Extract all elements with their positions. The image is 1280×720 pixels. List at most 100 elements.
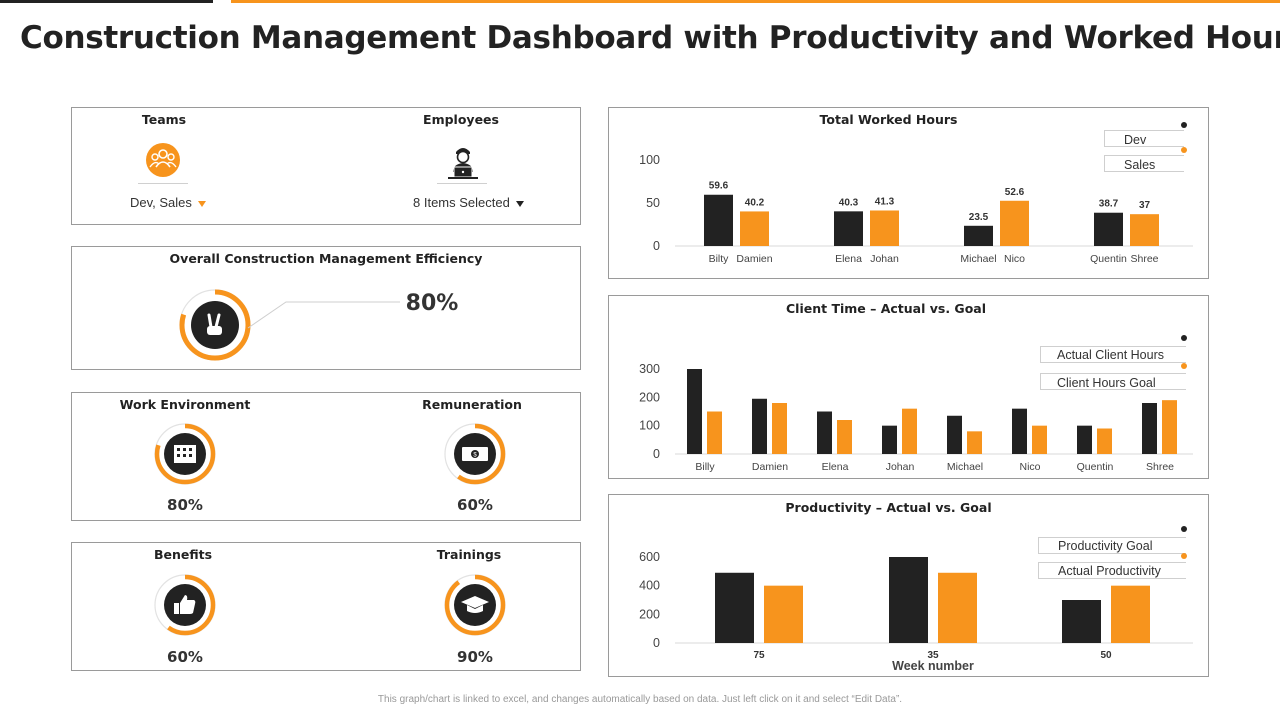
x-tick-label: 35 [927, 650, 939, 661]
victory-hand-icon [207, 313, 222, 335]
efficiency-gauge [179, 289, 251, 361]
productivity-legend-box-1 [1038, 537, 1186, 554]
client-time-legend-box-2 [1040, 373, 1186, 390]
worked-hours-legend-box-2 [1104, 155, 1184, 172]
bar [707, 411, 722, 454]
x-tick-label: Michael [947, 461, 983, 473]
bar [1062, 600, 1101, 643]
employee-laptop-icon [445, 142, 481, 180]
bar [715, 572, 754, 643]
efficiency-panel: Overall Construction Management Efficien… [71, 246, 581, 370]
legend-item-productivity-goal: Productivity Goal [1058, 539, 1153, 553]
legend-item-dev: Dev [1124, 133, 1147, 147]
x-tick-label: Quentin [1090, 253, 1127, 265]
chevron-down-icon [515, 200, 524, 207]
bar [967, 431, 982, 454]
bar [687, 369, 702, 454]
client-time-title: Client Time – Actual vs. Goal [786, 301, 986, 316]
legend-marker-client-hours-goal [1181, 363, 1187, 369]
bar [837, 420, 852, 454]
bar [834, 211, 863, 246]
work-environment-gauge [154, 423, 216, 485]
legend-marker-sales [1181, 147, 1187, 153]
productivity-chart: 600 400 200 0 75 35 50 Week number [639, 550, 1193, 673]
bar [947, 415, 962, 454]
employees-label: Employees [423, 112, 499, 127]
y-tick-label: 400 [639, 579, 660, 593]
building-icon [174, 445, 196, 463]
bar [1111, 585, 1150, 643]
y-tick-label: 0 [653, 239, 660, 253]
bar [889, 557, 928, 643]
x-tick-label: Bilty [709, 253, 730, 265]
footer-note: This graph/chart is linked to excel, and… [377, 694, 903, 705]
x-tick-label: Elena [822, 461, 849, 473]
x-tick-label: Shree [1130, 253, 1158, 265]
x-tick-label: Johan [870, 253, 899, 265]
x-tick-label: Nico [1019, 461, 1040, 473]
employees-underline [437, 183, 487, 184]
x-axis-title: Week number [892, 659, 974, 673]
legend-item-client-hours-goal: Client Hours Goal [1057, 376, 1156, 390]
productivity-panel: Productivity – Actual vs. Goal 600 400 200… [608, 494, 1209, 677]
data-label: 40.2 [745, 197, 765, 208]
x-tick-label: Billy [695, 461, 715, 473]
x-tick-label: Quentin [1077, 461, 1114, 473]
bar [882, 425, 897, 454]
y-tick-label: 100 [639, 153, 660, 167]
x-tick-label: Michael [960, 253, 996, 265]
x-tick-label: 50 [1100, 650, 1112, 661]
data-label: 38.7 [1099, 199, 1119, 210]
chevron-down-icon [197, 200, 206, 207]
y-tick-label: 0 [653, 636, 660, 650]
remuneration-gauge: $ [444, 423, 506, 485]
x-tick-label: Elena [835, 253, 862, 265]
bar [1142, 403, 1157, 454]
productivity-legend-box-2 [1038, 562, 1186, 579]
bar [1077, 425, 1092, 454]
data-label: 52.6 [1005, 187, 1025, 198]
work-environment-label: Work Environment [119, 397, 251, 412]
worked-hours-chart: 100 50 0 59.6 Bilty 40.2 Damien 40.3 Elena 41.3 Jo… [639, 153, 1193, 265]
data-label: 40.3 [839, 197, 859, 208]
bar [764, 585, 803, 643]
data-label: 41.3 [875, 196, 895, 207]
bar [772, 403, 787, 454]
worked-hours-panel: Total Worked Hours 100 50 0 59.6 Bilty 40.2 Da… [608, 107, 1209, 279]
client-time-panel: Client Time – Actual vs. Goal 300 200 100 0… [608, 295, 1209, 479]
y-tick-label: 50 [646, 196, 660, 210]
teams-select-value: Dev, Sales [130, 195, 192, 210]
top-accent-bar-orange [231, 0, 1280, 3]
svg-text:$: $ [473, 453, 477, 459]
employees-select[interactable]: 8 Items Selected [413, 195, 524, 210]
remuneration-label: Remuneration [422, 397, 522, 412]
bar [1032, 425, 1047, 454]
client-time-legend-box-1 [1040, 346, 1186, 363]
filters-panel: Teams Dev, Sales Employees 8 Items Selec… [71, 107, 581, 225]
benefits-value: 60% [167, 648, 203, 666]
x-tick-label: Nico [1004, 253, 1025, 265]
thumbs-up-icon [174, 595, 196, 614]
remuneration-value: 60% [457, 496, 493, 514]
bar [1012, 408, 1027, 454]
bar [740, 211, 769, 246]
legend-item-sales: Sales [1124, 158, 1156, 172]
legend-marker-dev [1181, 122, 1187, 128]
bar [752, 398, 767, 454]
client-time-chart: 300 200 100 0 Billy Damien Elena Johan Michael Ni… [639, 362, 1193, 473]
x-tick-label: Johan [886, 461, 915, 473]
worked-hours-title: Total Worked Hours [819, 112, 958, 127]
teams-underline [138, 183, 188, 184]
y-tick-label: 100 [639, 419, 660, 433]
x-tick-label: Shree [1146, 461, 1174, 473]
teams-select[interactable]: Dev, Sales [130, 195, 206, 210]
y-tick-label: 200 [639, 390, 660, 404]
y-tick-label: 0 [653, 447, 660, 461]
legend-item-actual-productivity: Actual Productivity [1058, 564, 1161, 578]
bar [938, 572, 977, 643]
x-tick-label: 75 [753, 650, 765, 661]
team-icon [145, 142, 181, 178]
bar [964, 225, 993, 246]
x-tick-label: Damien [752, 461, 788, 473]
efficiency-title: Overall Construction Management Efficien… [169, 251, 483, 266]
